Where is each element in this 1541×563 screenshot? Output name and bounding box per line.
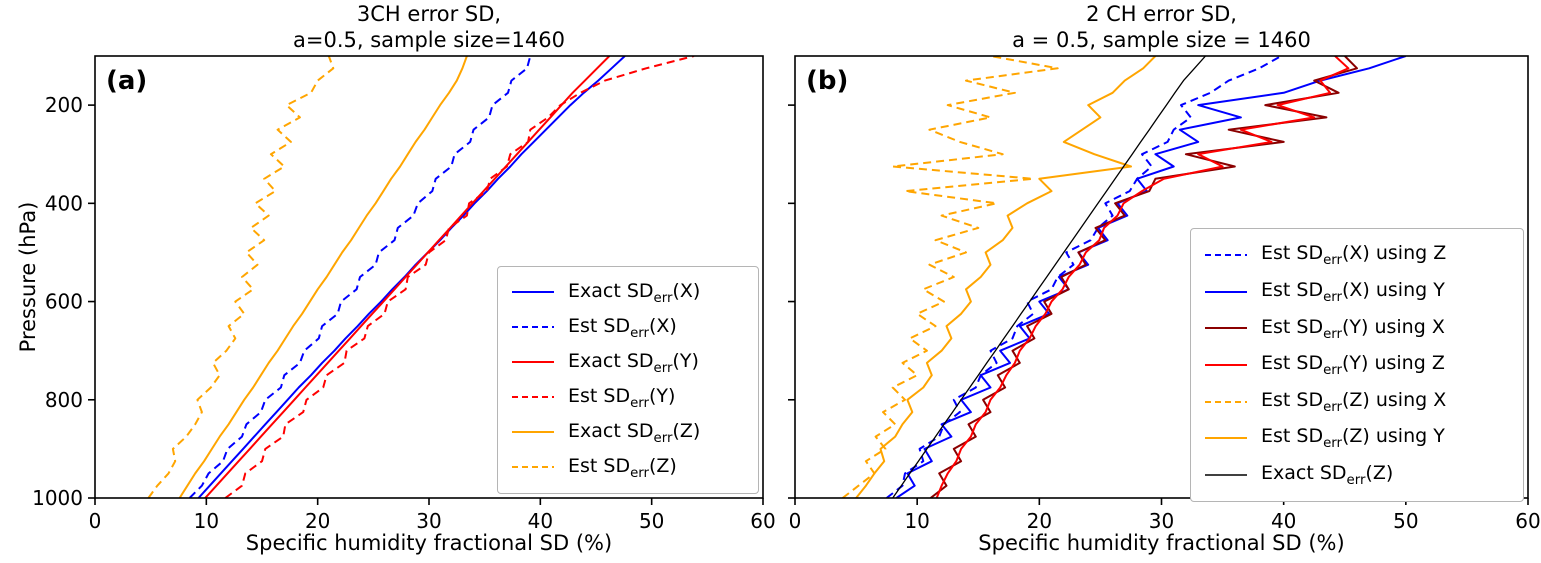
x-tick-label: 30 xyxy=(1149,509,1174,533)
series-line-est-sd-y xyxy=(224,56,695,498)
series-line-exact-sd-z xyxy=(178,56,468,498)
x-tick-label: 60 xyxy=(1515,509,1540,533)
x-tick-label: 0 xyxy=(89,509,102,533)
legend-entry: Est SDerr(X) xyxy=(510,314,746,341)
legend-label: Exact SDerr(Y) xyxy=(568,349,699,376)
legend-label: Est SDerr(X) xyxy=(568,314,677,341)
legend-entry: Est SDerr(Y) using X xyxy=(1203,315,1511,342)
legend-entry: Est SDerr(Z) using Y xyxy=(1203,425,1511,451)
x-tick-label: 50 xyxy=(1393,509,1418,533)
legend-label: Est SDerr(Z) xyxy=(568,454,677,481)
x-tick-label: 10 xyxy=(904,509,929,533)
panel-b-title-line1: 2 CH error SD, xyxy=(1086,2,1237,26)
panel-a-letter: (a) xyxy=(106,66,148,96)
y-tick-label: 1000 xyxy=(32,486,83,510)
series-line-est-sd-x-using-y xyxy=(895,56,1407,498)
legend-panel-b: Est SDerr(X) using Z Est SDerr(X) using Y… xyxy=(1190,228,1524,502)
legend-line-sample-icon xyxy=(1205,473,1247,476)
series-line-exact-sd-y xyxy=(204,56,611,498)
legend-entry: Est SDerr(Z) using X xyxy=(1203,388,1511,415)
legend-line-sample-icon xyxy=(512,326,554,329)
legend-entry: Exact SDerr(Y) xyxy=(510,349,746,376)
x-tick-label: 60 xyxy=(750,509,775,533)
series-line-est-sd-x-using-z xyxy=(885,56,1282,498)
panel-b: 0 10 20 30 40 50 60 xyxy=(788,55,1541,533)
legend-entry: Est SDerr(Y) using Z xyxy=(1203,352,1511,378)
legend-line-sample-icon xyxy=(512,396,554,399)
series-line-est-sd-z-using-x xyxy=(841,56,1059,498)
y-tick-label: 400 xyxy=(45,191,83,215)
x-tick-label: 10 xyxy=(194,509,219,533)
legend-line-sample-icon xyxy=(1205,400,1247,403)
legend-panel-a: Exact SDerr(X) Est SDerr(X) Exact SDerr(Y)… xyxy=(497,266,759,494)
panel-b-title-line2: a = 0.5, sample size = 1460 xyxy=(1012,27,1311,52)
y-axis-label: Pressure (hPa) xyxy=(16,201,40,353)
x-tick-label: 40 xyxy=(528,509,553,533)
axes-frame xyxy=(94,55,764,499)
y-tick-label: 800 xyxy=(45,388,83,412)
panel-a: 0 10 20 30 40 50 60 200 400 600 800 1000 xyxy=(32,55,776,533)
legend-entry: Est SDerr(Z) xyxy=(510,454,746,481)
y-tick-label: 600 xyxy=(45,290,83,314)
series-line-exact-sd-z xyxy=(892,56,1206,498)
panel-a-title-line2: a=0.5, sample size=1460 xyxy=(293,27,565,52)
series-line-est-sd-y-using-z xyxy=(935,56,1350,498)
legend-line-sample-icon xyxy=(1205,327,1247,330)
legend-line-sample-icon xyxy=(1205,254,1247,257)
x-tick-label: 30 xyxy=(416,509,441,533)
legend-line-sample-icon xyxy=(512,361,554,364)
legend-entry: Exact SDerr(Z) xyxy=(1203,462,1511,488)
legend-label: Est SDerr(Z) using X xyxy=(1261,388,1447,415)
legend-label: Est SDerr(Y) using Z xyxy=(1261,352,1445,378)
y-tick-label: 200 xyxy=(45,93,83,117)
legend-label: Est SDerr(Y) using X xyxy=(1261,315,1445,342)
series-line-est-sd-y-using-x xyxy=(929,56,1358,498)
legend-label: Est SDerr(X) using Z xyxy=(1261,242,1447,269)
x-tick-label: 20 xyxy=(305,509,330,533)
legend-entry: Est SDerr(X) using Z xyxy=(1203,242,1511,268)
legend-entry: Est SDerr(X) using Y xyxy=(1203,279,1511,305)
legend-entry: Exact SDerr(X) xyxy=(510,279,746,306)
legend-line-sample-icon xyxy=(1205,363,1247,366)
axes-frame xyxy=(794,55,1529,499)
panel-b-title: 2 CH error SD, a = 0.5, sample size = 14… xyxy=(795,2,1528,53)
series-line-est-sd-z-using-y xyxy=(855,56,1157,498)
panel-a-x-axis-label: Specific humidity fractional SD (%) xyxy=(245,531,613,555)
legend-label: Est SDerr(Y) xyxy=(568,384,676,411)
series-line-est-sd-x xyxy=(188,56,532,498)
legend-label: Est SDerr(Z) using Y xyxy=(1261,425,1445,451)
legend-entry: Exact SDerr(Z) xyxy=(510,419,746,446)
legend-line-sample-icon xyxy=(1205,290,1247,293)
legend-label: Exact SDerr(X) xyxy=(568,279,701,306)
legend-line-sample-icon xyxy=(512,291,554,294)
x-tick-label: 0 xyxy=(789,509,802,533)
x-tick-label: 50 xyxy=(639,509,664,533)
legend-label: Exact SDerr(Z) xyxy=(568,419,701,446)
legend-line-sample-icon xyxy=(512,431,554,434)
legend-label: Est SDerr(X) using Y xyxy=(1261,278,1445,305)
legend-label: Exact SDerr(Z) xyxy=(1261,461,1394,488)
legend-line-sample-icon xyxy=(1205,437,1247,440)
panel-b-x-axis-label: Specific humidity fractional SD (%) xyxy=(978,531,1345,555)
series-line-est-sd-z xyxy=(147,56,335,498)
panel-a-title: 3CH error SD, a=0.5, sample size=1460 xyxy=(95,2,763,53)
legend-entry: Est SDerr(Y) xyxy=(510,384,746,411)
panel-a-title-line1: 3CH error SD, xyxy=(356,2,502,26)
legend-line-sample-icon xyxy=(512,466,554,469)
panel-b-letter: (b) xyxy=(806,66,849,96)
x-tick-label: 40 xyxy=(1271,509,1296,533)
x-tick-label: 20 xyxy=(1027,509,1052,533)
